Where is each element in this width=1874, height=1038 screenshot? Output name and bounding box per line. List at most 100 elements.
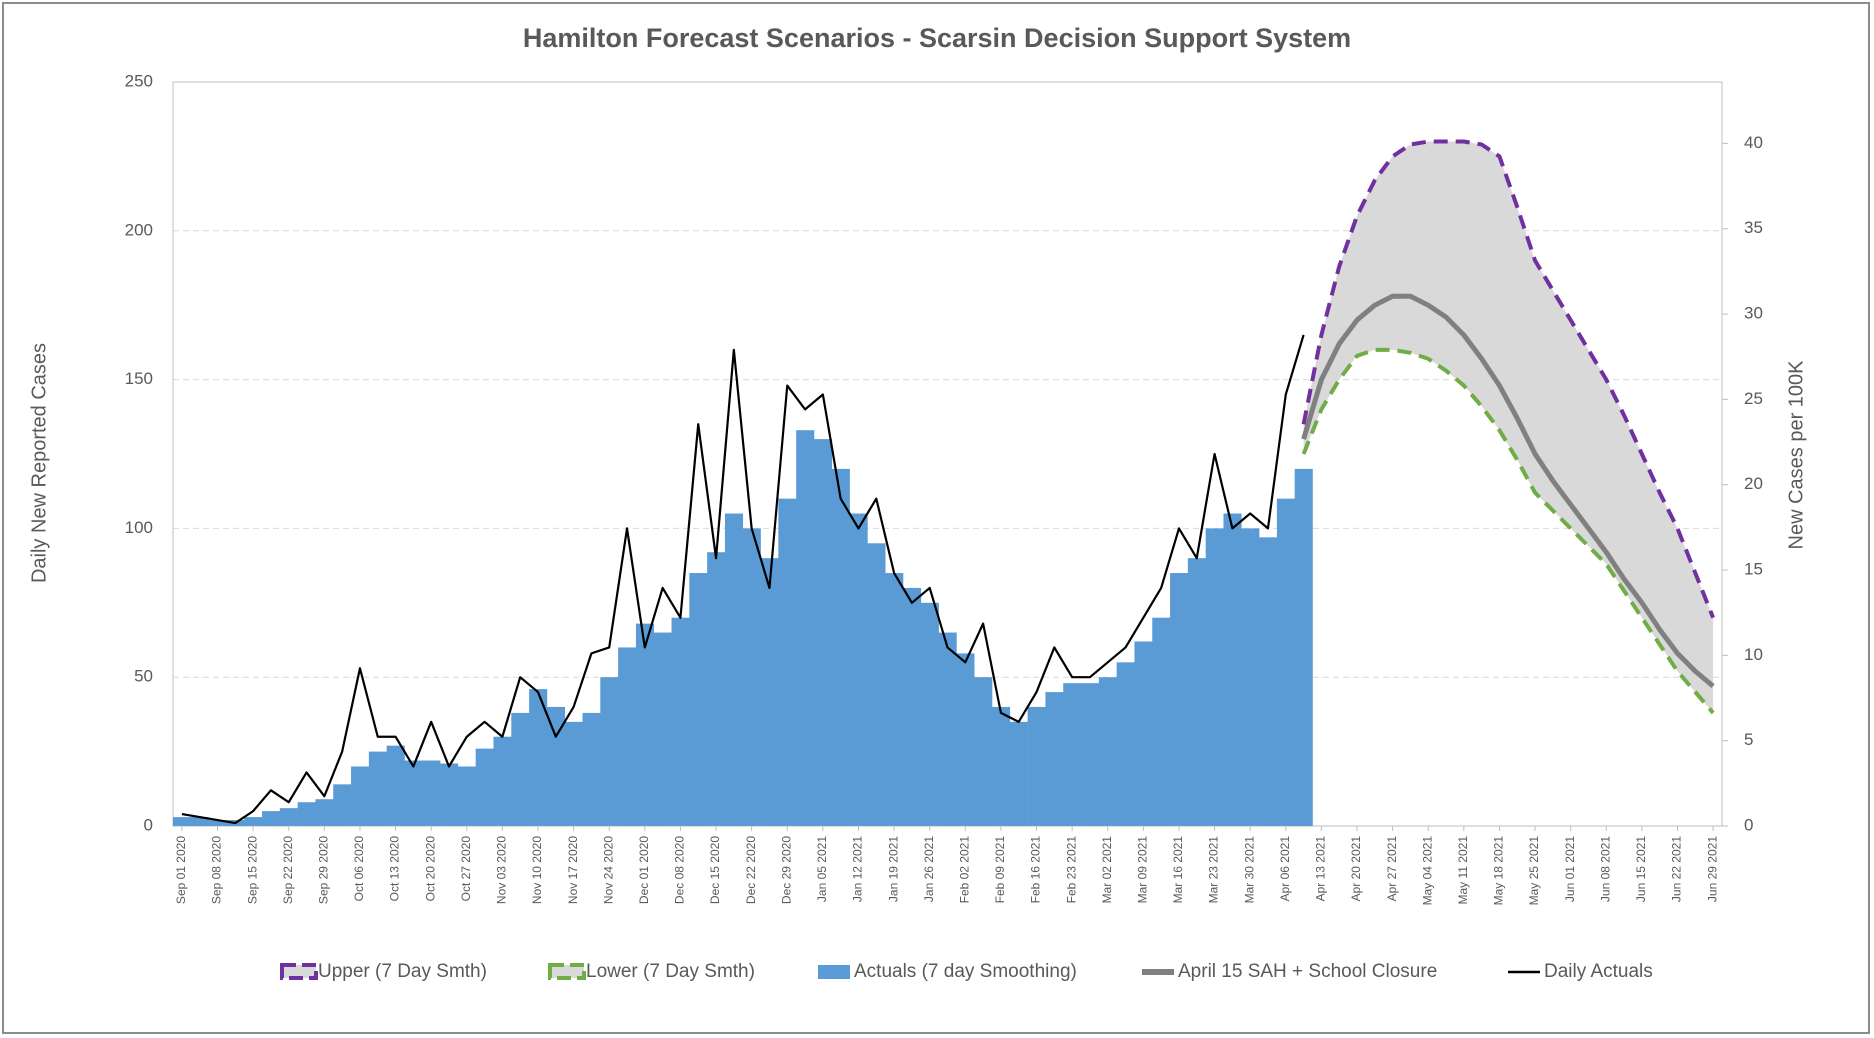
legend-label: April 15 SAH + School Closure: [1178, 961, 1437, 982]
x-tick-label: Jan 05 2021: [815, 836, 829, 902]
legend-item: Actuals (7 day Smoothing): [818, 961, 1077, 982]
x-tick-label: Feb 02 2021: [957, 836, 971, 904]
x-tick-label: Apr 13 2021: [1314, 836, 1328, 902]
y2-tick-label: 25: [1744, 389, 1763, 408]
bar: [885, 573, 904, 826]
bar: [600, 677, 619, 826]
bar: [778, 498, 797, 826]
bar: [992, 706, 1011, 826]
x-tick-label: Sep 29 2020: [317, 836, 331, 904]
series-line: [1301, 139, 1715, 619]
bar: [956, 653, 975, 826]
bar: [742, 528, 761, 826]
bar: [173, 817, 192, 826]
bar: [546, 706, 566, 826]
x-tick-label: Jun 08 2021: [1598, 836, 1612, 902]
y2-tick-label: 5: [1744, 730, 1753, 749]
x-tick-label: Jan 26 2021: [922, 836, 936, 902]
bar: [404, 760, 423, 826]
y-tick-label: 100: [125, 518, 153, 537]
x-tick-label: Feb 16 2021: [1029, 836, 1043, 904]
y-tick-label: 0: [144, 815, 153, 834]
bar: [920, 602, 939, 826]
legend-item: April 15 SAH + School Closure: [1142, 961, 1437, 982]
y2-axis-title: New Cases per 100K: [1785, 360, 1807, 550]
bar: [831, 468, 850, 826]
legend-item: Lower (7 Day Smth): [548, 961, 755, 982]
x-tick-label: Jun 01 2021: [1563, 836, 1577, 902]
x-tick-label: Mar 16 2021: [1171, 836, 1185, 904]
y-tick-label: 50: [134, 667, 153, 686]
bar: [867, 543, 886, 826]
bar: [938, 632, 957, 826]
legend-label: Daily Actuals: [1544, 961, 1653, 982]
bar: [849, 513, 868, 826]
y2-tick-label: 0: [1744, 815, 1753, 834]
x-tick-label: Apr 20 2021: [1349, 836, 1363, 902]
bar: [1009, 721, 1028, 826]
x-tick-label: Dec 08 2020: [673, 836, 687, 904]
x-tick-label: Mar 09 2021: [1136, 836, 1150, 904]
x-tick-label: Feb 23 2021: [1064, 836, 1078, 904]
x-tick-label: Jan 12 2021: [851, 836, 865, 902]
bar: [1027, 706, 1046, 826]
bar: [529, 689, 548, 826]
chart-title: Hamilton Forecast Scenarios - Scarsin De…: [523, 23, 1351, 53]
bar: [457, 766, 476, 826]
y-tick-label: 250: [125, 71, 153, 90]
x-tick-label: Dec 29 2020: [779, 836, 793, 904]
bar: [813, 439, 833, 826]
bar: [707, 552, 726, 826]
x-tick-label: Dec 15 2020: [708, 836, 722, 904]
legend-item: Daily Actuals: [1508, 961, 1653, 982]
bar: [315, 799, 334, 826]
x-tick-label: Nov 03 2020: [495, 836, 509, 904]
bar: [386, 745, 405, 826]
bar: [689, 573, 708, 826]
bar: [440, 763, 459, 826]
legend-label: Lower (7 Day Smth): [586, 961, 755, 982]
y-tick-label: 150: [125, 369, 153, 388]
bar: [582, 712, 601, 826]
bar: [1152, 617, 1171, 826]
x-tick-label: May 25 2021: [1527, 836, 1541, 906]
bar: [1098, 677, 1117, 826]
x-tick-label: Nov 10 2020: [530, 836, 544, 904]
y2-tick-label: 35: [1744, 218, 1763, 237]
bar: [1134, 641, 1153, 826]
legend-swatch: [818, 965, 850, 979]
y2-tick-label: 10: [1744, 645, 1763, 664]
series-line: [181, 334, 1305, 825]
bar: [1223, 513, 1242, 826]
x-tick-label: Mar 23 2021: [1207, 836, 1221, 904]
y2-tick-label: 15: [1744, 560, 1763, 579]
y2-tick-label: 30: [1744, 304, 1763, 323]
bar: [493, 736, 512, 826]
bar: [1187, 558, 1206, 826]
x-tick-label: Apr 06 2021: [1278, 836, 1292, 902]
x-tick-label: Jun 29 2021: [1705, 836, 1719, 902]
bar: [1063, 683, 1082, 826]
bar: [190, 817, 209, 826]
bar: [1081, 683, 1100, 826]
bar: [511, 712, 530, 826]
x-tick-label: Apr 27 2021: [1385, 836, 1399, 902]
bar: [1276, 498, 1295, 826]
bar: [653, 632, 672, 826]
bar: [279, 808, 298, 826]
x-tick-label: Jan 19 2021: [886, 836, 900, 902]
x-tick-label: Oct 20 2020: [423, 836, 437, 902]
bar: [564, 721, 583, 826]
legend-swatch: [548, 963, 586, 980]
x-tick-label: Sep 08 2020: [210, 836, 224, 904]
bar: [475, 748, 494, 826]
x-tick-label: Dec 01 2020: [637, 836, 651, 904]
legend-item: Upper (7 Day Smth): [280, 961, 487, 982]
x-tick-label: May 11 2021: [1456, 836, 1470, 905]
x-tick-label: Jun 22 2021: [1670, 836, 1684, 902]
x-tick-label: Dec 22 2020: [744, 836, 758, 904]
bar: [1116, 662, 1135, 826]
x-tick-label: Mar 02 2021: [1100, 836, 1114, 904]
bar: [902, 587, 922, 826]
series-line: [1301, 293, 1715, 689]
